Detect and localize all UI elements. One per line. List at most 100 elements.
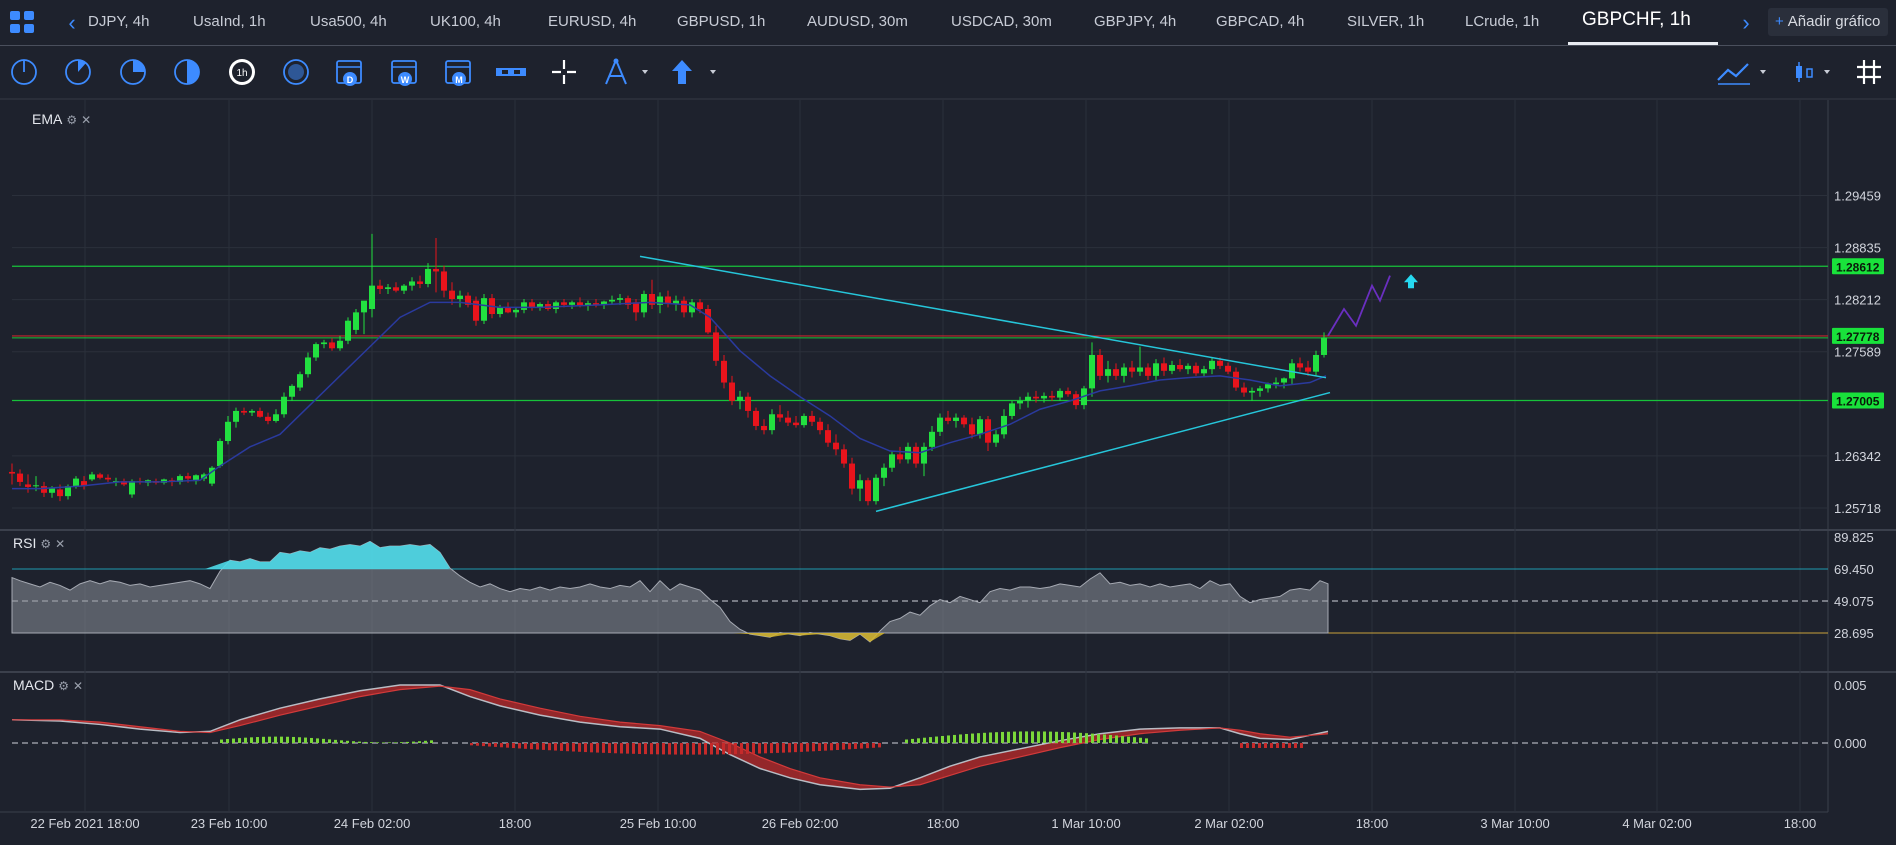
- macd-histogram-bar: [674, 743, 677, 755]
- arrow-marker-icon[interactable]: [668, 56, 720, 88]
- macd-histogram-bar: [644, 743, 647, 755]
- crosshair-icon[interactable]: [548, 56, 580, 88]
- macd-histogram-bar: [716, 743, 719, 755]
- macd-histogram-bar: [662, 743, 665, 755]
- tab-11[interactable]: LCrude, 1h: [1465, 13, 1540, 30]
- tab-4[interactable]: EURUSD, 4h: [548, 13, 637, 30]
- candle-body: [1017, 400, 1023, 404]
- macd-histogram-bar: [1240, 743, 1243, 748]
- candle-body: [1313, 354, 1319, 372]
- macd-histogram-bar: [412, 741, 415, 743]
- timeframe-5m-icon[interactable]: [62, 56, 94, 88]
- candle-body: [1297, 363, 1303, 368]
- timeframe-30m-icon[interactable]: [171, 56, 203, 88]
- macd-histogram-bar: [830, 743, 833, 751]
- drawing-tools-icon[interactable]: [600, 56, 652, 88]
- grid-toggle-icon[interactable]: [1853, 56, 1885, 88]
- tabs-left-arrow-icon[interactable]: ‹: [68, 10, 76, 35]
- timeframe-monthly-icon[interactable]: M: [443, 56, 475, 88]
- settings-icon[interactable]: ⚙: [66, 113, 78, 127]
- candle-body: [209, 467, 215, 484]
- macd-histogram-bar: [656, 743, 659, 755]
- tab-9[interactable]: GBPCAD, 4h: [1216, 13, 1305, 30]
- macd-histogram-bar: [614, 743, 617, 754]
- tabs-right-arrow-icon[interactable]: ›: [1742, 10, 1750, 35]
- macd-band: [12, 685, 1328, 790]
- macd-histogram-bar: [358, 741, 361, 743]
- close-icon[interactable]: ✕: [73, 679, 84, 693]
- candle-body: [457, 295, 463, 299]
- candle-body: [41, 486, 47, 493]
- candle-body: [833, 442, 839, 450]
- candle-body: [737, 396, 743, 401]
- candle-body: [1113, 369, 1119, 376]
- price-chart[interactable]: 1.29459 1.28835 1.28212 1.27589 1.26342 1.257…: [0, 100, 1896, 840]
- tab-2[interactable]: Usa500, 4h: [310, 13, 387, 30]
- candle-body: [897, 454, 903, 460]
- macd-histogram-bar: [250, 737, 253, 743]
- timeframe-4h-icon[interactable]: [280, 56, 312, 88]
- tab-8[interactable]: GBPJPY, 4h: [1094, 13, 1177, 30]
- time-axis-label: 26 Feb 02:00: [762, 816, 839, 831]
- candle-style-icon[interactable]: [1790, 56, 1840, 88]
- timeframe-15m-icon[interactable]: [117, 56, 149, 88]
- tab-3[interactable]: UK100, 4h: [430, 13, 501, 30]
- macd-histogram-bar: [977, 733, 980, 743]
- time-axis-label: 4 Mar 02:00: [1622, 816, 1691, 831]
- macd-histogram-bar: [232, 738, 235, 743]
- timeframe-1h-icon[interactable]: 1h: [226, 56, 258, 88]
- layouts-grid-icon[interactable]: [10, 11, 36, 35]
- macd-histogram-bar: [794, 743, 797, 753]
- ema-pane-label: EMA ⚙ ✕: [32, 111, 91, 127]
- candle-body: [561, 302, 567, 305]
- close-icon[interactable]: ✕: [81, 113, 92, 127]
- tab-7[interactable]: USDCAD, 30m: [951, 13, 1052, 30]
- forecast-path[interactable]: [1327, 275, 1391, 337]
- time-axis-label: 24 Feb 02:00: [334, 816, 411, 831]
- settings-icon[interactable]: ⚙: [40, 537, 52, 551]
- macd-histogram-bar: [418, 741, 421, 743]
- time-axis-label: 18:00: [499, 816, 532, 831]
- macd-histogram-bar: [1139, 737, 1142, 743]
- chart-area[interactable]: 1.29459 1.28835 1.28212 1.27589 1.26342 1.257…: [0, 100, 1896, 840]
- candle-body: [297, 374, 303, 388]
- timeframe-1m-icon[interactable]: [8, 56, 40, 88]
- candle-body: [1233, 371, 1239, 388]
- macd-histogram-bar: [812, 743, 815, 752]
- tab-5[interactable]: GBPUSD, 1h: [677, 13, 766, 30]
- candle-body: [585, 303, 591, 306]
- tab-active[interactable]: GBPCHF, 1h: [1582, 9, 1691, 30]
- tab-0[interactable]: DJPY, 4h: [88, 13, 150, 30]
- candle-body: [401, 285, 407, 291]
- macd-histogram-bar: [512, 743, 515, 749]
- candle-body: [1049, 395, 1055, 398]
- macd-histogram-bar: [995, 732, 998, 743]
- macd-histogram-bar: [1258, 743, 1261, 748]
- timeframe-weekly-icon[interactable]: W: [389, 56, 421, 88]
- macd-axis-label: 0.000: [1834, 736, 1867, 751]
- candle-body: [249, 410, 255, 413]
- macd-pane-label: MACD ⚙ ✕: [13, 677, 83, 693]
- candle-body: [1153, 363, 1159, 376]
- macd-histogram-bar: [596, 743, 599, 753]
- settings-icon[interactable]: ⚙: [58, 679, 69, 693]
- chart-type-line-icon[interactable]: [1714, 56, 1776, 88]
- price-axis-label: 1.29459: [1834, 189, 1881, 204]
- close-icon[interactable]: ✕: [55, 537, 66, 551]
- range-icon[interactable]: [494, 56, 528, 88]
- add-chart-button[interactable]: + Añadir gráfico: [1768, 8, 1888, 36]
- ascending-trendline[interactable]: [875, 391, 1331, 513]
- macd-histogram-bar: [1294, 743, 1297, 748]
- candle-body: [657, 296, 663, 305]
- macd-histogram-bar: [734, 743, 737, 755]
- timeframe-daily-icon[interactable]: D: [334, 56, 366, 88]
- tab-10[interactable]: SILVER, 1h: [1347, 13, 1425, 30]
- descending-trendline[interactable]: [639, 255, 1327, 379]
- macd-histogram-bar: [304, 737, 307, 743]
- tab-6[interactable]: AUDUSD, 30m: [807, 13, 908, 30]
- macd-histogram-bar: [530, 743, 533, 750]
- macd-histogram-bar: [238, 738, 241, 743]
- tab-1[interactable]: UsaInd, 1h: [193, 13, 266, 30]
- buy-arrow-icon[interactable]: [1404, 274, 1418, 289]
- candle-body: [185, 476, 191, 479]
